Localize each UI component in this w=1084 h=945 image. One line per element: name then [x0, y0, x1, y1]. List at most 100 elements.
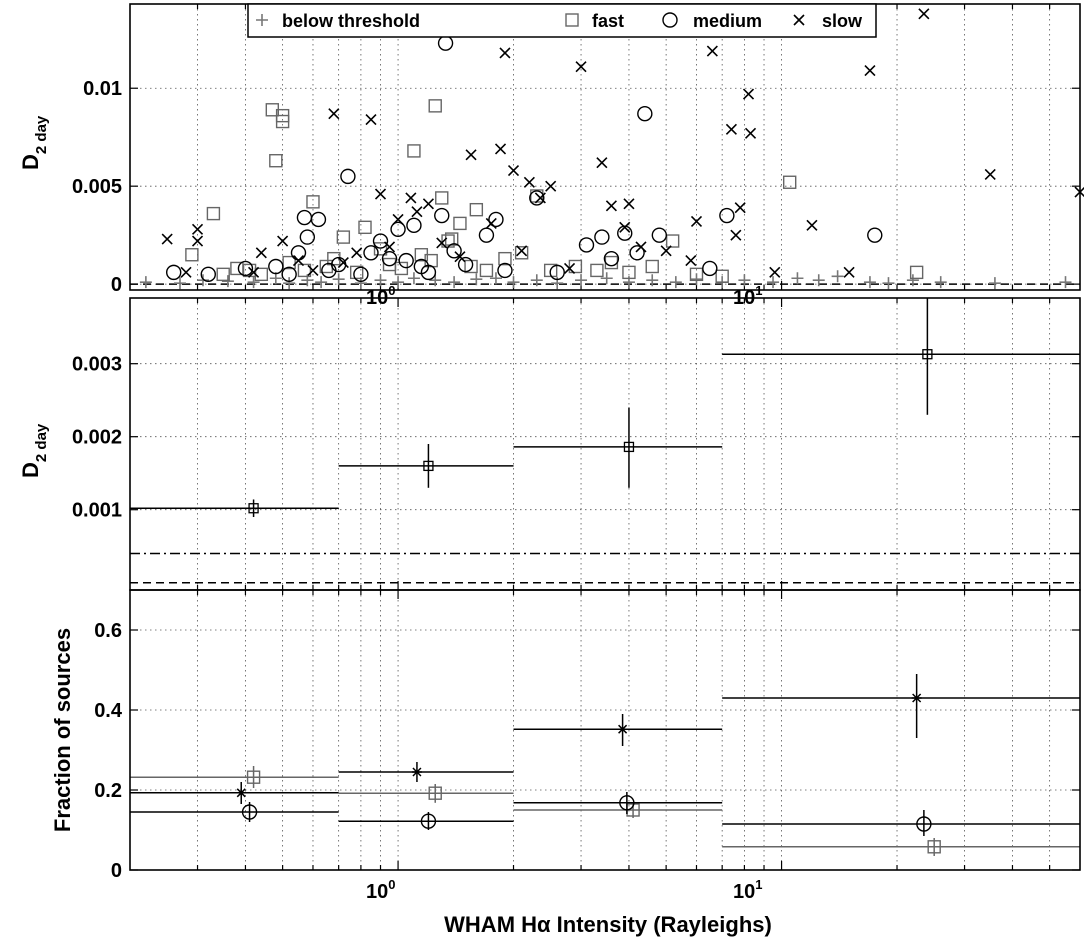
scatter-point — [660, 245, 672, 257]
y-tick-label: 0.002 — [72, 427, 122, 449]
scatter-point — [645, 259, 659, 274]
scatter-point — [507, 164, 520, 177]
scatter-point — [282, 255, 296, 270]
scatter-point — [337, 257, 349, 269]
scatter-point — [918, 8, 930, 20]
data-point — [617, 724, 628, 734]
scatter-point — [934, 276, 947, 289]
scatter-point — [332, 273, 345, 286]
scatter-point — [306, 195, 320, 209]
scatter-point — [398, 252, 414, 269]
legend-marker-circle — [662, 12, 678, 28]
scatter-point — [328, 108, 340, 120]
scatter-point — [988, 277, 1001, 290]
scatter-point — [637, 105, 653, 122]
scatter-point — [600, 272, 613, 285]
legend-marker-plus — [256, 14, 268, 26]
data-point — [911, 693, 922, 703]
scatter-point — [436, 237, 448, 249]
scatter-point — [689, 267, 704, 282]
scatter-point — [268, 258, 284, 275]
scatter-point — [165, 264, 182, 281]
scatter-point — [254, 267, 269, 282]
scatter-point — [605, 200, 617, 212]
scatter-point — [782, 175, 797, 189]
data-point — [423, 460, 434, 472]
data-point — [927, 840, 941, 854]
scatter-point — [191, 223, 204, 235]
scatter-point — [365, 114, 377, 126]
scatter-point — [465, 149, 477, 161]
top-panel: 0 0.005 0.01 below threshold fast medium slow — [72, 3, 1084, 296]
scatter-point — [485, 217, 497, 229]
y-tick-label: 0.4 — [94, 700, 123, 722]
bottom-ylabel: Fraction of sources — [50, 628, 75, 832]
scatter-point — [221, 275, 234, 288]
scatter-point — [545, 180, 557, 192]
scatter-point — [734, 202, 746, 214]
scatter-point — [315, 276, 328, 289]
x-axis-label: WHAM Hα Intensity (Rayleighs) — [444, 912, 772, 937]
y-tick-label: 0.01 — [83, 78, 122, 100]
scatter-point — [277, 235, 289, 247]
y-tick-label: 0.003 — [72, 354, 122, 376]
scatter-point — [299, 229, 316, 245]
scatter-point — [863, 276, 876, 289]
scatter-point — [180, 266, 192, 278]
scatter-point — [457, 256, 474, 273]
scatter-point — [622, 265, 636, 280]
scatter-point — [200, 266, 216, 283]
bottom-panel: 0 0.2 0.4 0.6 — [94, 589, 1081, 882]
scatter-point — [437, 35, 454, 51]
top-xtick-label-2: 101 — [733, 283, 762, 309]
scatter-point — [434, 207, 450, 224]
scatter-point — [646, 274, 659, 287]
scatter-point — [702, 260, 718, 277]
y-tick-label: 0.2 — [94, 780, 122, 802]
scatter-point — [715, 269, 729, 283]
scatter-point — [275, 108, 290, 123]
scatter-point — [706, 45, 718, 57]
legend-label: medium — [693, 11, 762, 31]
scatter-point — [479, 263, 494, 278]
scatter-point — [984, 168, 996, 180]
scatter-point — [407, 144, 421, 158]
scatter-point — [594, 229, 610, 245]
scatter-point — [392, 213, 404, 226]
scatter-point — [428, 99, 442, 113]
scatter-point — [665, 234, 680, 248]
axes-frame — [129, 297, 1081, 591]
legend: below threshold fast medium slow — [247, 3, 877, 38]
scatter-point — [255, 247, 267, 259]
data-point — [246, 770, 261, 784]
scatter-point — [358, 220, 372, 235]
scatter-point — [478, 227, 495, 243]
scatter-point — [269, 272, 282, 285]
scatter-point — [669, 276, 682, 289]
scatter-point — [864, 65, 876, 77]
scatter-point — [340, 168, 356, 185]
data-point — [411, 767, 422, 777]
scatter-point — [372, 233, 389, 249]
scatter-point — [292, 255, 305, 267]
scatter-point — [247, 276, 260, 289]
scatter-point — [719, 207, 735, 224]
y-tick-label: 0.005 — [72, 176, 122, 198]
scatter-point — [635, 241, 647, 253]
scatter-point — [575, 61, 587, 73]
scatter-point — [349, 265, 364, 280]
scatter-point — [354, 277, 367, 290]
bottom-xtick-label-2: 101 — [733, 877, 762, 903]
axes-frame — [129, 3, 1081, 291]
scatter-point — [629, 245, 645, 261]
scatter-point — [470, 273, 483, 286]
scatter-point — [464, 259, 478, 274]
scatter-point — [374, 274, 387, 287]
scatter-point — [523, 176, 535, 188]
scatter-point — [296, 209, 313, 226]
scatter-point — [363, 245, 379, 261]
scatter-point — [290, 245, 307, 261]
scatter-point — [791, 272, 804, 285]
scatter-point — [489, 272, 502, 285]
